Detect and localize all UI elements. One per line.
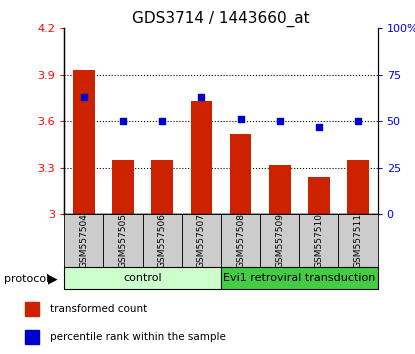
Point xyxy=(120,118,127,124)
Point xyxy=(276,118,283,124)
Bar xyxy=(103,214,143,267)
Bar xyxy=(151,160,173,214)
Text: Evi1 retroviral transduction: Evi1 retroviral transduction xyxy=(223,273,376,283)
Text: GSM557505: GSM557505 xyxy=(119,213,127,268)
Point xyxy=(355,118,361,124)
Bar xyxy=(221,214,260,267)
Text: GSM557507: GSM557507 xyxy=(197,213,206,268)
Text: GSM557506: GSM557506 xyxy=(158,213,167,268)
Bar xyxy=(221,267,378,289)
Text: GSM557508: GSM557508 xyxy=(236,213,245,268)
Text: GSM557510: GSM557510 xyxy=(315,213,323,268)
Bar xyxy=(112,160,134,214)
Bar xyxy=(339,214,378,267)
Title: GDS3714 / 1443660_at: GDS3714 / 1443660_at xyxy=(132,11,310,27)
Text: protocol: protocol xyxy=(4,274,49,284)
Bar xyxy=(25,302,39,316)
Text: ▶: ▶ xyxy=(48,272,57,285)
Text: control: control xyxy=(123,273,162,283)
Point xyxy=(198,94,205,100)
Bar xyxy=(230,134,251,214)
Point xyxy=(315,124,322,130)
Bar xyxy=(182,214,221,267)
Bar xyxy=(299,214,339,267)
Bar xyxy=(269,165,290,214)
Text: transformed count: transformed count xyxy=(50,304,147,314)
Bar xyxy=(73,70,95,214)
Bar xyxy=(308,177,330,214)
Bar xyxy=(143,214,182,267)
Text: GSM557509: GSM557509 xyxy=(275,213,284,268)
Bar xyxy=(347,160,369,214)
Bar xyxy=(64,267,221,289)
Bar xyxy=(190,101,212,214)
Point xyxy=(237,116,244,122)
Bar xyxy=(25,330,39,344)
Text: GSM557511: GSM557511 xyxy=(354,213,363,268)
Point xyxy=(159,118,166,124)
Text: percentile rank within the sample: percentile rank within the sample xyxy=(50,332,226,342)
Point xyxy=(81,94,87,100)
Bar xyxy=(260,214,299,267)
Text: GSM557504: GSM557504 xyxy=(79,213,88,268)
Bar xyxy=(64,214,103,267)
